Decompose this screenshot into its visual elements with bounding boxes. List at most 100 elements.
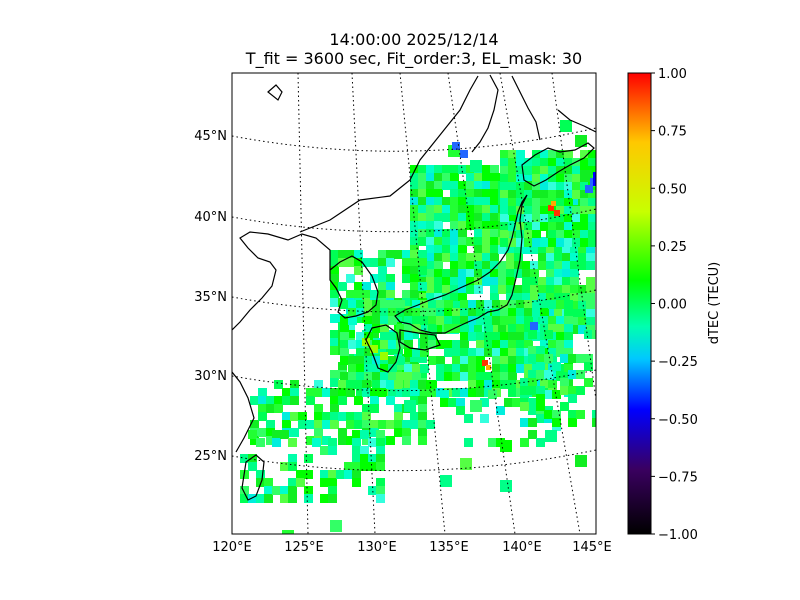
dtec-cell: [522, 285, 531, 294]
dtec-cell: [508, 356, 517, 365]
dtec-cell: [380, 332, 389, 341]
dtec-cell: [576, 354, 585, 363]
dtec-cell: [556, 230, 565, 239]
dtec-cell: [452, 324, 461, 333]
dtec-cell: [372, 380, 381, 389]
dtec-cell: [484, 380, 493, 389]
dtec-cell: [524, 238, 533, 247]
dtec-cell: [460, 458, 472, 470]
dtec-cell: [522, 261, 531, 270]
dtec-cell: [530, 322, 538, 330]
dtec-cell: [508, 332, 517, 341]
dtec-cell: [562, 245, 571, 254]
dtec-cell: [466, 277, 475, 286]
dtec-cell: [586, 317, 595, 326]
dtec-cell: [482, 229, 491, 238]
dtec-cell: [580, 198, 589, 207]
dtec-cell: [378, 388, 387, 397]
dtec-cell: [388, 332, 397, 341]
dtec-cell: [352, 462, 361, 471]
dtec-cell: [372, 324, 381, 333]
dtec-cell: [250, 396, 259, 405]
dtec-cell: [426, 261, 435, 270]
dtec-cell: [330, 404, 339, 413]
dtec-cell: [578, 301, 587, 310]
dtec-cell: [564, 348, 573, 357]
dtec-cell: [356, 356, 365, 365]
dtec-cell: [420, 364, 429, 373]
dtec-cell: [508, 388, 517, 397]
dtec-cell: [470, 160, 482, 172]
dtec-cell: [450, 221, 459, 230]
dtec-cell: [444, 308, 453, 317]
dtec-cell: [442, 205, 451, 214]
colorbar-ticks: 1.00 0.75 0.50 0.25 0.00 −0.25 −0.50 −0.75 −1.00: [651, 67, 698, 543]
dtec-cell: [386, 420, 395, 429]
dtec-cell: [330, 290, 339, 299]
dtec-cell: [540, 380, 549, 389]
dtec-cell: [386, 290, 395, 299]
dtec-cell: [266, 436, 275, 445]
dtec-cell: [540, 316, 549, 325]
dtec-cell: [560, 120, 572, 132]
dtec-cell: [258, 428, 267, 437]
dtec-cell: [442, 197, 451, 206]
dtec-cell: [482, 173, 491, 182]
dtec-cell: [564, 166, 573, 175]
dtec-cell: [356, 332, 365, 341]
dtec-cell: [588, 238, 596, 247]
dtec-cell: [554, 253, 563, 262]
map-title-time: 14:00:00 2025/12/14: [329, 30, 499, 49]
dtec-cell: [434, 213, 443, 222]
dtec-cell: [466, 181, 475, 190]
dtec-cell: [580, 222, 589, 231]
dtec-cell: [344, 462, 353, 471]
dtec-cell: [330, 338, 339, 347]
dtec-cell: [362, 282, 371, 291]
dtec-cell: [410, 354, 419, 363]
dtec-cell: [556, 190, 565, 199]
dtec-cell: [588, 198, 596, 207]
dtec-cell: [516, 190, 525, 199]
dtec-cell: [564, 332, 573, 341]
dtec-cell: [442, 285, 451, 294]
dtec-cell: [356, 348, 365, 357]
dtec-cell: [346, 258, 355, 267]
lon-label-135: 135°E: [429, 540, 469, 555]
dtec-cell: [564, 182, 573, 191]
dtec-cell: [442, 253, 451, 262]
dtec-cell: [540, 150, 549, 159]
dtec-cell: [450, 173, 459, 182]
dtec-cell: [354, 266, 363, 275]
dtec-cell: [436, 300, 445, 309]
dtec-cell: [418, 197, 427, 206]
dtec-cell: [540, 238, 549, 247]
dtec-cell: [376, 494, 385, 503]
dtec-cell: [250, 436, 259, 445]
dtec-cell: [490, 245, 499, 254]
dtec-cell: [464, 438, 473, 447]
dtec-cell: [490, 285, 499, 294]
dtec-cell: [496, 406, 505, 415]
lon-label-120: 120°E: [212, 540, 252, 555]
dtec-cell: [396, 372, 405, 381]
dtec-cell: [386, 396, 395, 405]
dtec-cell: [522, 173, 531, 182]
dtec-cell: [524, 364, 533, 373]
dtec-cell: [410, 274, 419, 283]
dtec-cell: [482, 221, 491, 230]
dtec-cell: [554, 261, 563, 270]
dtec-cell: [568, 394, 577, 403]
dtec-cell: [364, 316, 373, 325]
dtec-cell: [508, 174, 517, 183]
dtec-cell: [346, 250, 355, 259]
dtec-cell: [388, 372, 397, 381]
dtec-cell: [370, 290, 379, 299]
dtec-cell: [504, 398, 513, 407]
dtec-cell: [266, 420, 275, 429]
lon-label-145: 145°E: [572, 540, 612, 555]
dtec-cell: [524, 158, 533, 167]
dtec-cell: [570, 309, 579, 318]
dtec-cell: [450, 181, 459, 190]
dtec-cell: [364, 348, 373, 357]
